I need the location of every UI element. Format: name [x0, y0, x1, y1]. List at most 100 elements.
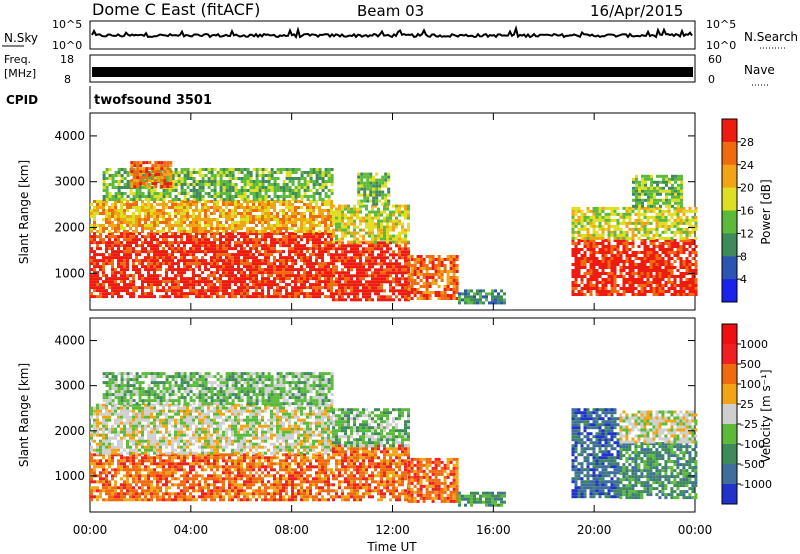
- power-cell: [437, 285, 441, 288]
- power-cell: [449, 258, 453, 261]
- power-cell: [607, 290, 611, 293]
- power-cell: [210, 180, 214, 183]
- power-cell: [419, 285, 423, 288]
- power-cell: [288, 283, 291, 287]
- power-cell: [231, 292, 234, 296]
- power-cell: [225, 271, 228, 275]
- power-cell: [638, 201, 641, 205]
- power-cell: [285, 238, 288, 242]
- power-cell: [637, 230, 641, 234]
- power-cell: [598, 263, 602, 266]
- power-cell: [291, 280, 294, 284]
- power-cell: [583, 284, 587, 287]
- power-cell: [249, 227, 252, 230]
- power-cell: [318, 247, 321, 251]
- power-cell: [332, 268, 335, 272]
- power-cell: [303, 218, 306, 221]
- power-cell: [114, 186, 118, 189]
- power-cell: [147, 256, 150, 260]
- power-cell: [279, 244, 282, 248]
- power-cell: [580, 281, 584, 284]
- power-cell: [273, 192, 277, 195]
- power-cell: [270, 247, 273, 251]
- power-cell: [198, 212, 201, 215]
- power-cell: [192, 274, 195, 278]
- power-cell: [168, 218, 171, 221]
- power-cell: [294, 177, 298, 180]
- power-cell: [586, 218, 590, 222]
- power-cell: [371, 204, 374, 208]
- power-cell: [598, 224, 602, 228]
- power-cell: [153, 189, 157, 192]
- power-cell: [324, 247, 327, 251]
- power-cell: [625, 212, 629, 216]
- power-cell: [571, 209, 575, 213]
- power-cell: [404, 231, 407, 235]
- power-cell: [213, 227, 216, 230]
- power-cell: [327, 189, 331, 192]
- power-cell: [404, 250, 407, 254]
- power-cell: [294, 250, 297, 254]
- cpid-panel: CPID twofsound 3501: [6, 86, 212, 109]
- power-cell: [384, 172, 388, 176]
- power-cell: [216, 221, 219, 224]
- power-cell: [628, 227, 632, 231]
- power-cell: [148, 179, 152, 183]
- power-cell: [276, 189, 280, 192]
- power-cell: [174, 274, 177, 278]
- power-cell: [129, 206, 132, 209]
- power-cell: [288, 171, 292, 174]
- power-cell: [165, 277, 168, 281]
- power-cell: [649, 287, 653, 290]
- power-cell: [261, 292, 264, 296]
- power-cell: [365, 292, 368, 296]
- power-cell: [644, 180, 647, 184]
- power-cell: [658, 260, 662, 263]
- power-cell: [180, 286, 183, 290]
- power-cell: [138, 250, 141, 254]
- power-cell: [219, 295, 222, 299]
- power-cell: [658, 218, 662, 222]
- power-cell: [350, 292, 353, 296]
- power-cell: [580, 239, 584, 242]
- power-cell: [192, 212, 195, 215]
- power-cell: [240, 271, 243, 275]
- power-cell: [646, 215, 650, 219]
- power-cell: [312, 247, 315, 251]
- power-cell: [168, 262, 171, 266]
- power-cell: [102, 198, 106, 201]
- power-cell: [297, 244, 300, 248]
- power-cell: [330, 253, 333, 257]
- power-cell: [288, 250, 291, 254]
- power-cell: [416, 276, 420, 279]
- power-cell: [610, 284, 614, 287]
- power-cell: [652, 227, 656, 231]
- power-cell: [416, 255, 420, 258]
- power-cell: [183, 218, 186, 221]
- power-cell: [120, 262, 123, 266]
- power-cell: [288, 200, 291, 203]
- power-cell: [210, 189, 214, 192]
- power-cell: [321, 256, 324, 260]
- power-cell: [318, 171, 322, 174]
- power-cell: [360, 175, 364, 179]
- power-cell: [186, 268, 189, 272]
- power-cell: [628, 260, 632, 263]
- freq-panel: Freq. [MHz] 18 8 60 0 Nave: [4, 53, 775, 86]
- power-cell: [102, 268, 105, 272]
- power-cell: [404, 247, 407, 251]
- power-cell: [267, 250, 270, 254]
- power-cell: [144, 247, 147, 251]
- power-cell: [604, 290, 608, 293]
- power-cell: [341, 268, 344, 272]
- power-cell: [156, 212, 159, 215]
- power-cell: [598, 266, 602, 269]
- power-cell: [673, 221, 677, 225]
- power-cell: [383, 210, 386, 214]
- power-cell: [267, 206, 270, 209]
- power-cell: [374, 274, 377, 278]
- power-cell: [285, 235, 288, 239]
- power-cell: [646, 218, 650, 222]
- power-cell: [431, 282, 435, 285]
- power-cell: [401, 286, 404, 290]
